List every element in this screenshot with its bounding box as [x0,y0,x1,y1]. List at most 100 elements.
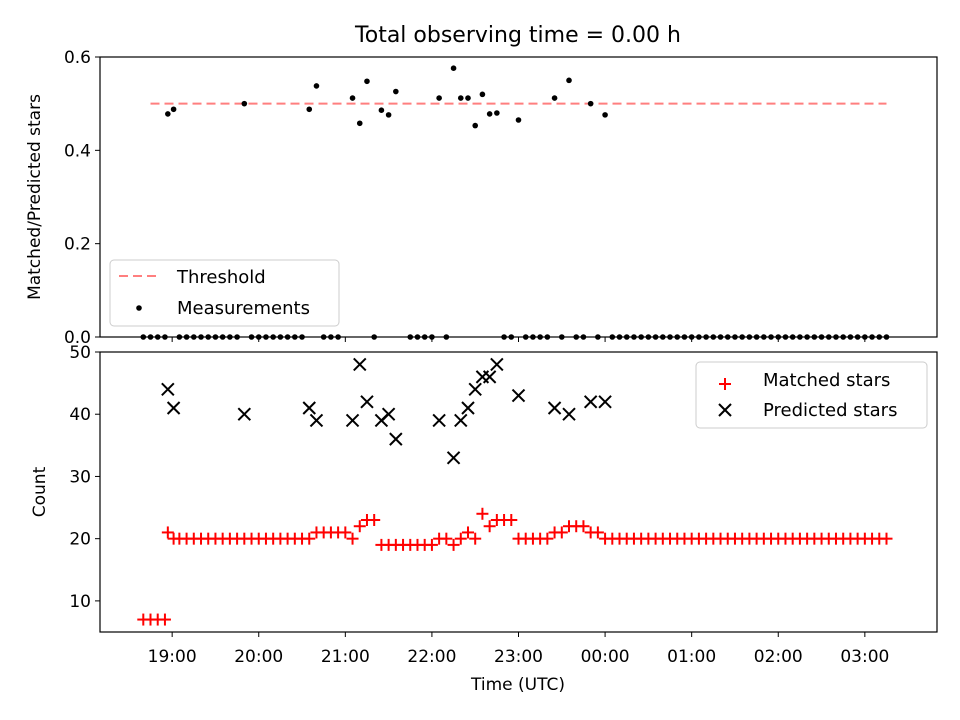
measurement-point [436,95,442,101]
measurement-point [472,122,479,129]
time-x-tick-label: 00:00 [581,647,630,667]
ratio-y-tick-label: 0.6 [64,48,91,68]
measurement-point [165,111,171,117]
predicted-star-point [353,357,367,372]
predicted-star-mark-b [381,407,396,421]
time-x-tick-label: 23:00 [494,647,543,667]
legend-matched-label: Matched stars [763,370,890,391]
matched-star-point [577,520,590,533]
time-x-axis-label: Time (UTC) [470,675,565,695]
matched-star-point [440,532,453,545]
legend-matched-swatch [719,378,731,390]
predicted-star-point [166,401,181,415]
measurement-point [551,95,558,101]
predicted-star-point [490,357,504,372]
matched-star-point [368,514,381,526]
measurement-point [465,95,471,101]
matched-star-point [158,613,171,626]
time-x-tick-label: 21:00 [321,647,370,667]
matched-star-point [483,520,496,533]
measurement-point [450,65,457,71]
predicted-star-mark-b [583,395,598,409]
matched-star-point [353,520,366,533]
predicted-star-mark-b [360,395,374,409]
matched-star-point [454,532,467,545]
predicted-star-mark-b [237,407,252,421]
predicted-star-mark-b [511,388,526,403]
measurement-point [170,106,177,113]
predicted-star-point [583,395,598,409]
legend-predicted-label: Predicted stars [763,400,897,421]
predicted-star-mark-b [562,407,576,421]
ratio-legend-box [109,259,340,327]
matched-star-point [161,526,174,539]
predicted-star-mark-b [446,451,461,465]
predicted-star-mark-b [302,401,316,415]
measurement-point [457,95,464,101]
matched-star-point [303,532,316,545]
ratio-y-tick-label: 0.2 [64,235,91,255]
matched-star-point [461,526,474,539]
measurement-point [313,83,320,89]
count-legend-box [695,361,928,429]
predicted-star-mark-b [432,413,446,428]
count-panel: 10 20 30 40 50 19:00 20:00 21:00 22:00 23:00 00:0… [30,337,938,695]
matched-star-point [541,532,554,545]
matched-star-point [346,532,359,545]
measurement-point [494,110,500,116]
time-x-tick-label: 19:00 [148,647,197,667]
predicted-star-mark-b [482,370,497,384]
time-x-tick-label: 01:00 [667,647,716,667]
predicted-star-point [446,451,461,465]
measurement-point [479,91,486,98]
predicted-star-point [482,370,497,384]
measurement-point [486,111,493,117]
legend-threshold-label: Threshold [176,267,266,288]
predicted-star-point [302,401,316,415]
predicted-star-point [309,413,324,428]
predicted-star-point [360,395,374,409]
matched-star-point [555,526,568,539]
measurement-point [356,120,363,127]
chart-title: Total observing time = 0.00 h [354,23,681,48]
legend-predicted-swatch [718,403,732,417]
ratio-y-tick-label: 0.0 [64,328,91,348]
count-y-tick-label: 20 [69,530,91,550]
count-axes-frame [99,351,938,633]
predicted-star-point [389,432,403,446]
measurement-point [378,107,385,113]
predicted-star-mark-b [389,432,403,446]
ratio-y-axis-label: Matched/Predicted stars [25,94,45,300]
measurement-point [241,100,248,107]
matched-star-point [880,532,893,545]
predicted-star-mark-b [166,401,181,415]
predicted-star-point [432,413,446,428]
predicted-star-point [381,407,396,421]
predicted-star-mark-b [161,382,175,397]
legend-measurements-label: Measurements [177,298,310,319]
predicted-star-point [468,382,482,397]
measurement-point [393,88,399,95]
count-y-tick-label: 30 [69,467,91,487]
matched-star-point [425,538,438,551]
legend-measurements-swatch [136,305,142,311]
count-y-tick-label: 10 [69,592,91,612]
measurement-point [364,78,370,85]
matched-star-point [505,514,518,526]
predicted-star-point [454,413,468,428]
measurement-point [587,100,594,107]
predicted-star-point [161,382,175,397]
measurement-point [566,77,572,84]
predicted-star-mark-b [468,382,482,397]
time-x-tick-label: 03:00 [840,647,889,667]
predicted-star-mark-b [345,413,360,428]
time-x-tick-label: 20:00 [234,647,283,667]
predicted-star-point [461,401,475,415]
predicted-star-mark-b [598,395,612,409]
matched-star-point [447,538,460,551]
count-y-tick-label: 40 [69,405,91,425]
ratio-legend: Threshold Measurements [109,259,340,327]
predicted-star-point [598,395,612,409]
predicted-star-mark-b [309,413,324,428]
